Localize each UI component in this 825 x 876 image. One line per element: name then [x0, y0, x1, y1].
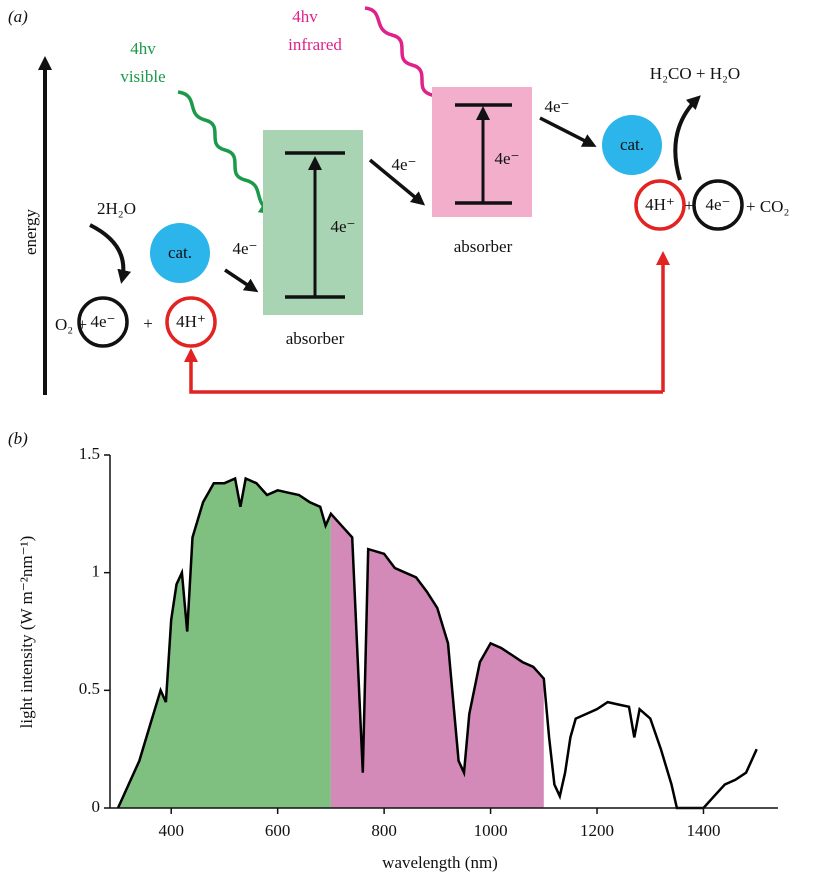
product: H₂CO + H₂O	[650, 64, 740, 83]
electron-circle	[692, 179, 744, 231]
panel-label: (a)	[8, 7, 28, 26]
catalyst	[602, 115, 662, 175]
proton-path	[184, 348, 663, 394]
electron-step: 4e⁻	[232, 239, 257, 258]
panel-label: (b)	[8, 429, 28, 448]
electron-step: 4e⁻	[544, 97, 569, 116]
step-arrow	[224, 268, 259, 293]
photon-band: infrared	[288, 35, 342, 54]
x-tick-label: 1200	[580, 821, 614, 840]
photon-band: visible	[120, 67, 165, 86]
reactant: 4H⁺	[645, 195, 675, 214]
transfer-label: 4e⁻	[494, 149, 519, 168]
step-arrow	[368, 158, 426, 206]
catalyst-label: cat.	[620, 135, 644, 154]
photon-arrow	[177, 90, 274, 215]
y-tick-label: 1.5	[79, 444, 100, 463]
reactant: 2H₂O	[97, 199, 136, 218]
spectral-region	[117, 478, 331, 808]
proton-circle	[634, 179, 686, 231]
x-tick-label: 800	[371, 821, 397, 840]
electron-step: 4e⁻	[391, 155, 416, 174]
product: +	[143, 314, 153, 333]
product: 4H⁺	[176, 312, 206, 331]
y-tick-label: 0	[92, 797, 101, 816]
spectrum-line	[116, 476, 758, 810]
catalyst-label: cat.	[168, 243, 192, 262]
panel-a: (a) energy 4hv visible 4hv infrared 4e⁻ …	[8, 6, 789, 395]
reactant: 4e⁻	[705, 195, 730, 214]
electron-circle	[77, 296, 129, 348]
absorber-label: absorber	[454, 237, 513, 256]
product: 4e⁻	[90, 312, 115, 331]
transfer-label: 4e⁻	[330, 217, 355, 236]
y-tick-label: 1	[92, 562, 101, 581]
y-tick-label: 0.5	[79, 679, 100, 698]
absorber-label: absorber	[286, 329, 345, 348]
y-axis-label: light intensity (W m⁻²nm⁻¹)	[17, 536, 36, 729]
panel-b: (b) wavelength (nm) light intensity (W m…	[8, 429, 778, 872]
photon-quanta: 4hv	[130, 39, 156, 58]
proton-circle	[165, 296, 217, 348]
x-tick-label: 600	[265, 821, 291, 840]
reaction-arrow	[89, 223, 132, 284]
reactant: + CO₂	[746, 197, 789, 216]
reactant: +	[684, 196, 694, 215]
spectral-region	[330, 513, 544, 808]
axis-label: energy	[21, 209, 40, 255]
x-tick-label: 1000	[474, 821, 508, 840]
x-tick-label: 400	[158, 821, 184, 840]
step-arrow	[539, 116, 597, 147]
x-axis-label: wavelength (nm)	[382, 853, 498, 872]
reaction-arrow	[673, 95, 701, 181]
catalyst	[150, 223, 210, 283]
x-tick-label: 1400	[686, 821, 720, 840]
photon-quanta: 4hv	[292, 7, 318, 26]
